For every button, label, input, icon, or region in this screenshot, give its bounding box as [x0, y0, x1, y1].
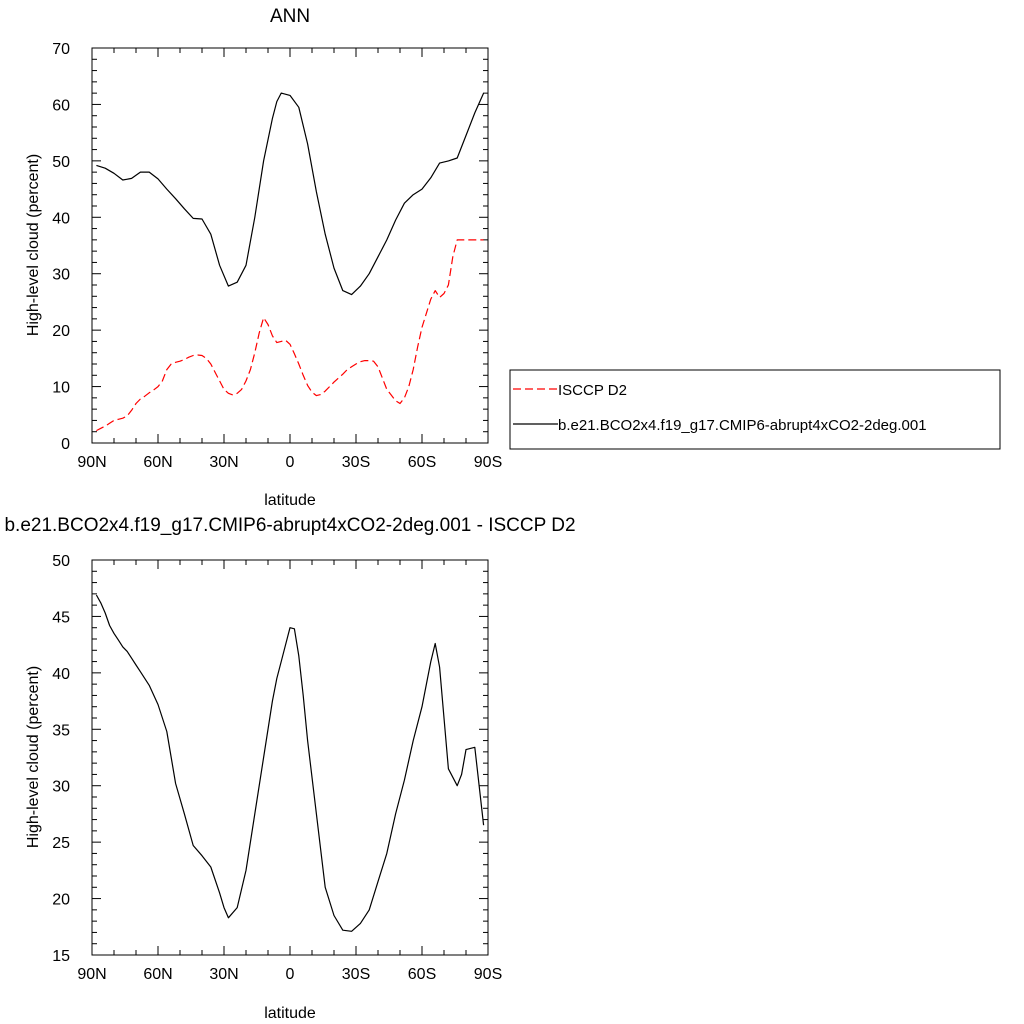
- bottom-series-line-model: [95, 594, 485, 932]
- top-plot-frame: [91, 47, 489, 444]
- top-chart-ylabel: High-level cloud (percent): [25, 154, 42, 336]
- top-ytick-label: 50: [52, 154, 70, 171]
- bottom-ytick-label: 15: [52, 948, 70, 965]
- bottom-ytick-label: 20: [52, 892, 70, 909]
- legend-label-isccp: ISCCP D2: [558, 382, 627, 399]
- top-xtick-label: 90S: [474, 454, 502, 471]
- top-ytick-label: 40: [52, 210, 70, 227]
- bottom-xtick-label: 60N: [143, 966, 172, 983]
- bottom-xtick-label: 60S: [408, 966, 436, 983]
- top-xtick-label: 60N: [143, 454, 172, 471]
- bottom-xtick-label: 0: [286, 966, 295, 983]
- bottom-ytick-label: 45: [52, 609, 70, 626]
- top-ytick-label: 70: [52, 41, 70, 58]
- top-series-line-model: [96, 92, 485, 296]
- top-chart-xlabel: latitude: [264, 492, 316, 509]
- bottom-chart-title: b.e21.BCO2x4.f19_g17.CMIP6-abrupt4xCO2-2…: [4, 515, 575, 536]
- top-ytick-label: 20: [52, 323, 70, 340]
- top-chart-title: ANN: [270, 6, 310, 27]
- bottom-plot-frame: [91, 559, 489, 956]
- top-chart: ANN High-level cloud (percent) latitude …: [25, 6, 502, 509]
- bottom-ytick-label: 50: [52, 553, 70, 570]
- bottom-chart-ylabel: High-level cloud (percent): [25, 666, 42, 848]
- bottom-ytick-label: 30: [52, 779, 70, 796]
- legend: ISCCP D2 b.e21.BCO2x4.f19_g17.CMIP6-abru…: [509, 369, 1001, 450]
- bottom-ytick-label: 25: [52, 835, 70, 852]
- top-ytick-label: 0: [61, 436, 70, 453]
- bottom-ytick-label: 40: [52, 666, 70, 683]
- bottom-xtick-label: 30S: [342, 966, 370, 983]
- top-xtick-label: 30S: [342, 454, 370, 471]
- top-series-line-isccp: [96, 239, 484, 432]
- bottom-xtick-label: 90S: [474, 966, 502, 983]
- legend-label-model: b.e21.BCO2x4.f19_g17.CMIP6-abrupt4xCO2-2…: [558, 417, 927, 434]
- bottom-chart-xlabel: latitude: [264, 1005, 316, 1022]
- legend-box: [509, 369, 1001, 450]
- top-xtick-label: 60S: [408, 454, 436, 471]
- bottom-xtick-label: 30N: [209, 966, 238, 983]
- top-xtick-label: 90N: [77, 454, 106, 471]
- bottom-chart: b.e21.BCO2x4.f19_g17.CMIP6-abrupt4xCO2-2…: [4, 515, 575, 1022]
- bottom-ytick-label: 35: [52, 722, 70, 739]
- bottom-xtick-label: 90N: [77, 966, 106, 983]
- top-xtick-label: 0: [286, 454, 295, 471]
- top-xtick-label: 30N: [209, 454, 238, 471]
- top-ytick-label: 10: [52, 380, 70, 397]
- top-ytick-label: 30: [52, 267, 70, 284]
- top-ytick-label: 60: [52, 97, 70, 114]
